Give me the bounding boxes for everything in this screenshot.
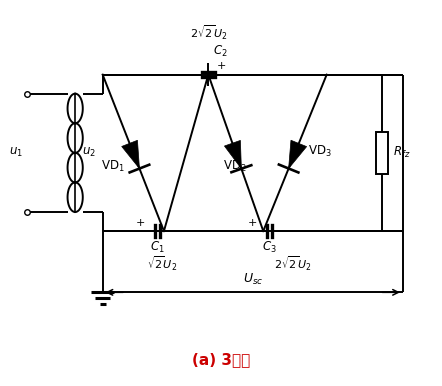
Text: $2\sqrt{2}U_2$: $2\sqrt{2}U_2$ [190,24,227,42]
Text: $R_{fz}$: $R_{fz}$ [393,145,411,161]
Text: $\mathrm{VD}_2$: $\mathrm{VD}_2$ [223,159,247,174]
Text: $U_{sc}$: $U_{sc}$ [243,272,263,287]
Text: $\mathrm{VD}_1$: $\mathrm{VD}_1$ [101,159,124,174]
Text: $C_3$: $C_3$ [262,240,277,255]
Text: $+$: $+$ [247,217,257,228]
Text: $\mathrm{VD}_3$: $\mathrm{VD}_3$ [308,144,332,159]
Text: (a) 3倍压: (a) 3倍压 [192,352,250,367]
Text: $u_1$: $u_1$ [9,146,23,159]
Polygon shape [122,140,139,169]
Polygon shape [225,141,241,169]
Text: $u_2$: $u_2$ [82,146,95,159]
Text: $C_1$: $C_1$ [150,240,165,255]
Text: $\sqrt{2}U_2$: $\sqrt{2}U_2$ [147,255,177,273]
Text: $+$: $+$ [216,60,226,71]
Text: $C_2$: $C_2$ [213,44,228,59]
Bar [376,132,388,174]
Text: $2\sqrt{2}U_2$: $2\sqrt{2}U_2$ [274,255,312,273]
Polygon shape [289,140,307,169]
Text: $+$: $+$ [135,217,145,228]
